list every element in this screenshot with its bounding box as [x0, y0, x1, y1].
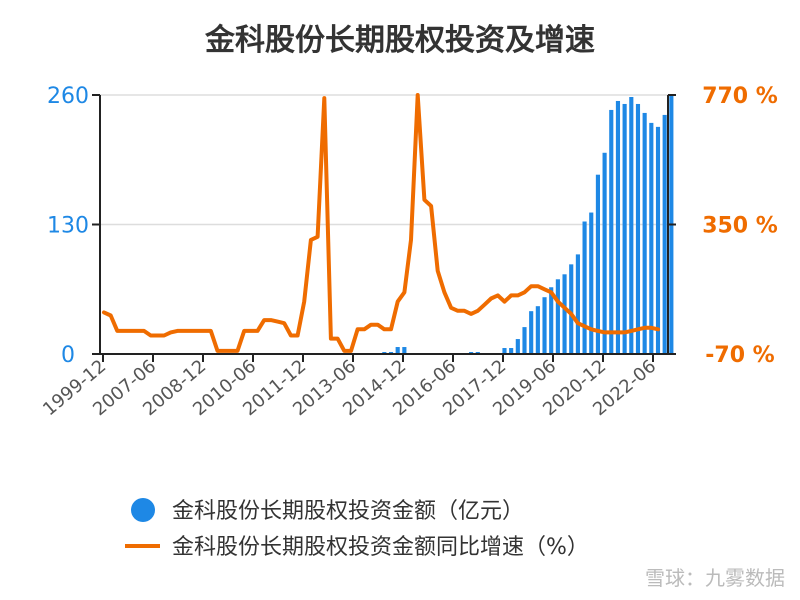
legend-bar-marker	[131, 498, 155, 522]
y-left-tick-label: 260	[47, 84, 89, 109]
bar	[402, 347, 407, 354]
bar	[642, 112, 647, 354]
bar	[509, 348, 514, 354]
bar	[555, 279, 560, 354]
bar	[662, 114, 667, 354]
bar	[395, 347, 400, 354]
bar	[609, 109, 614, 354]
bar	[629, 96, 634, 354]
legend-bar-label: 金科股份长期股权投资金额（亿元）	[172, 499, 524, 524]
bar	[589, 212, 594, 354]
bar	[622, 103, 627, 354]
y-axis-right-ticks: -70 % 350 % 770 %	[668, 84, 778, 368]
y-right-tick-label: 770 %	[702, 84, 778, 109]
bar	[602, 152, 607, 354]
bar	[655, 126, 661, 354]
y-right-tick-label: 350 %	[702, 214, 778, 239]
chart-title: 金科股份长期股权投资及增速	[204, 23, 595, 58]
legend: 金科股份长期股权投资金额（亿元） 金科股份长期股权投资金额同比增速（%）	[125, 498, 589, 560]
bar	[575, 254, 580, 354]
bar	[595, 174, 600, 354]
growth-line	[102, 93, 660, 353]
y-left-tick-label: 0	[61, 343, 75, 368]
gridlines	[100, 94, 668, 226]
bar	[615, 100, 621, 354]
bar	[529, 311, 534, 354]
legend-line-label: 金科股份长期股权投资金额同比增速（%）	[172, 535, 589, 560]
bar	[535, 306, 540, 354]
bar	[549, 287, 554, 354]
bar	[502, 348, 507, 354]
bar	[542, 297, 547, 354]
bar	[522, 327, 527, 354]
bar	[649, 122, 654, 355]
bar	[562, 274, 567, 354]
watermark: 雪球：九雾数据	[645, 566, 785, 590]
bar	[515, 339, 520, 354]
x-axis-ticks: 1999-122007-062008-122010-062011-122013-…	[39, 354, 660, 420]
y-right-tick-label: -70 %	[705, 343, 774, 368]
bar	[582, 221, 587, 354]
y-axis-left-ticks: 0 130 260	[47, 84, 100, 368]
bar	[569, 264, 574, 354]
bar	[635, 103, 641, 354]
y-left-tick-label: 130	[47, 214, 89, 239]
